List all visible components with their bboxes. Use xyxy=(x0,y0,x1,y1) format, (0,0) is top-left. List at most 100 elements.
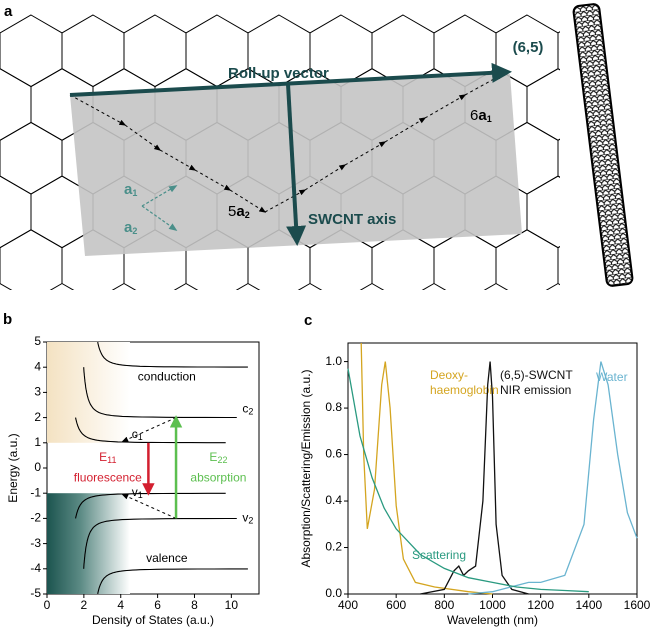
panel-1: c 400 600 800 1000 1200 1400 1600 0.0 0.2 0.4 0.6 0.… xyxy=(299,312,650,627)
series-line xyxy=(347,368,589,593)
y-tick-label: -5 xyxy=(30,586,41,600)
series-label: Scattering xyxy=(412,548,466,562)
hexagon xyxy=(526,175,560,249)
plots: b 0 2 4 6 8 10 -5 -4 -3 -2 -1 0 1 2 3 4 5 Density of State… xyxy=(3,311,651,627)
dos-curve xyxy=(83,367,237,419)
dos-curve xyxy=(97,568,248,595)
series-label: Deoxy- xyxy=(430,368,468,382)
y-tick-label: 0.6 xyxy=(325,447,342,461)
x-tick-label: 1400 xyxy=(575,598,602,612)
vector: a xyxy=(124,181,133,198)
x-tick-label: 2 xyxy=(81,598,88,612)
text: v xyxy=(242,511,248,525)
step-arrows xyxy=(69,73,505,213)
hexagon xyxy=(0,121,63,195)
panel-0: b 0 2 4 6 8 10 -5 -4 -3 -2 -1 0 1 2 3 4 5 Density of State… xyxy=(3,311,260,627)
x-tick-label: 8 xyxy=(191,598,198,612)
x-tick-label: 800 xyxy=(434,598,454,612)
subscript: 1 xyxy=(138,432,143,442)
panel-label: a xyxy=(4,3,13,20)
y-axis-label: Absorption/Scattering/Emission (a.u.) xyxy=(299,369,313,567)
text: E xyxy=(209,450,217,464)
x-tick-label: 1600 xyxy=(624,598,651,612)
x-tick-label: 400 xyxy=(338,598,358,612)
series-line xyxy=(360,342,493,595)
y-tick-label: -4 xyxy=(30,561,41,575)
unit-cell xyxy=(70,74,522,256)
vector: a xyxy=(478,107,487,124)
subscript: 2 xyxy=(248,407,253,417)
chiral-index: (6,5) xyxy=(513,39,544,56)
coefficient: 6 xyxy=(470,107,478,124)
y-tick-label: 0.4 xyxy=(325,493,342,507)
x-axis-label: Wavelength (nm) xyxy=(447,613,538,627)
hexagon xyxy=(61,14,125,88)
y-tick-label: 0 xyxy=(34,460,41,474)
axis-arrow xyxy=(286,83,307,246)
hexagon xyxy=(0,229,63,290)
transition-text: fluorescence xyxy=(74,470,142,484)
hexagon xyxy=(526,68,560,141)
x-tick-label: 1200 xyxy=(527,598,554,612)
hexagon xyxy=(557,245,560,286)
y-tick-label: 0.2 xyxy=(325,540,342,554)
y-axis-label: Energy (a.u.) xyxy=(6,433,20,502)
hexagon xyxy=(557,31,560,71)
index: 1 xyxy=(132,188,137,198)
basis-arrows xyxy=(141,185,178,231)
series-label: Water xyxy=(596,370,628,384)
x-tick-label: 6 xyxy=(154,598,161,612)
x-tick-label: 4 xyxy=(117,598,124,612)
y-tick-label: 0.8 xyxy=(325,400,342,414)
y-tick-label: 2 xyxy=(34,410,41,424)
y-tick-label: 1.0 xyxy=(325,354,342,368)
x-axis-label: Density of States (a.u.) xyxy=(92,613,214,627)
subscript: 22 xyxy=(217,455,227,465)
coefficient: 5 xyxy=(228,203,236,220)
step-a1-label: 6a1 xyxy=(470,107,492,124)
hexagon xyxy=(495,229,559,290)
dos-curve xyxy=(83,517,237,569)
subscript: 1 xyxy=(138,491,143,501)
hexagon xyxy=(557,138,560,178)
y-tick-label: -1 xyxy=(30,485,41,499)
hexagon xyxy=(0,68,32,141)
series-label: (6,5)-SWCNT xyxy=(500,368,573,382)
x-tick-label: 1000 xyxy=(479,598,506,612)
a1-label: a1 xyxy=(124,181,137,198)
text: v xyxy=(132,485,138,499)
panel-label: c xyxy=(304,312,312,329)
state-label: v2 xyxy=(242,511,253,526)
y-tick-label: 0.0 xyxy=(325,586,342,600)
y-tick-label: 1 xyxy=(34,435,41,449)
hexagon xyxy=(0,175,32,249)
nanotube xyxy=(572,3,634,287)
subscript: 2 xyxy=(248,516,253,526)
text: c xyxy=(132,427,138,441)
series-line xyxy=(420,361,529,595)
y-tick-label: 5 xyxy=(34,334,41,348)
axis-label: SWCNT axis xyxy=(308,211,396,228)
x-tick-label: 10 xyxy=(225,598,239,612)
vector: a xyxy=(124,219,133,236)
hexagon xyxy=(433,229,497,290)
subscript: 11 xyxy=(107,455,116,465)
state-label: c2 xyxy=(242,402,253,417)
y-tick-label: -2 xyxy=(30,511,41,525)
step-a2-label: 5a2 xyxy=(228,203,250,220)
index: 2 xyxy=(132,226,137,236)
x-tick-label: 600 xyxy=(386,598,406,612)
text: c xyxy=(242,402,248,416)
axes-frame xyxy=(347,342,638,595)
panel-label: b xyxy=(3,311,12,328)
y-tick-label: -3 xyxy=(30,536,41,550)
transition-label: E11 xyxy=(99,450,116,465)
region-label: conduction xyxy=(138,369,196,383)
index: 1 xyxy=(487,114,492,124)
index: 2 xyxy=(245,210,250,220)
series-label: haemoglobin xyxy=(430,383,499,397)
relaxation-arrow xyxy=(121,417,177,443)
hexagon xyxy=(0,14,63,88)
region-label: valence xyxy=(146,551,188,565)
